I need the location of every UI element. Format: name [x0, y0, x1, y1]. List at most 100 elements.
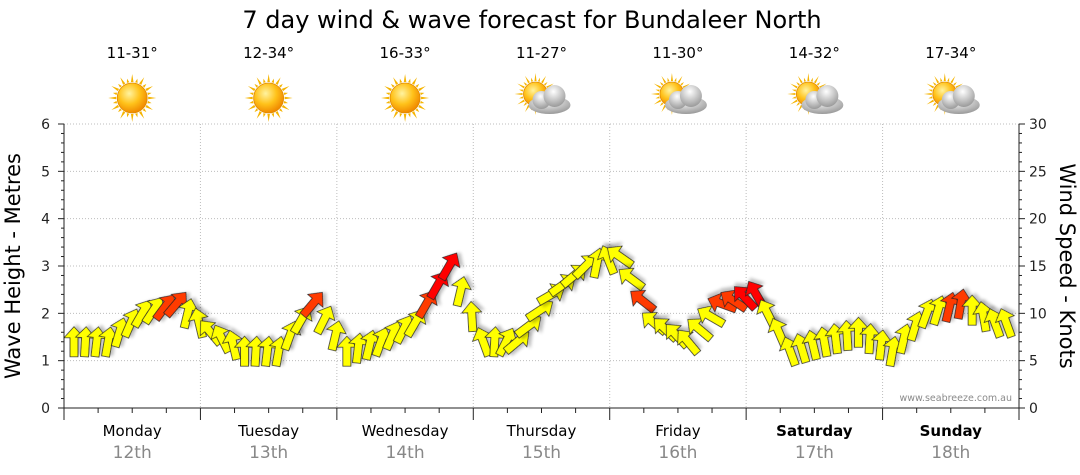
sun-ray — [514, 92, 523, 96]
left-tick-label: 2 — [41, 306, 50, 322]
wind-arrow-shape — [495, 327, 518, 358]
wind-arrow — [163, 291, 187, 319]
partly-cloudy-icon — [787, 73, 844, 115]
sun-disc — [116, 82, 148, 114]
wind-arrow-shape — [299, 291, 324, 319]
day-date-label: 17th — [795, 443, 834, 463]
wind-arrow — [221, 329, 243, 361]
wind-arrow — [313, 305, 336, 336]
sun-ray — [680, 81, 684, 86]
sun-ray — [653, 83, 662, 89]
wind-arrow — [847, 316, 870, 348]
wind-arrow — [928, 295, 950, 327]
sun-ray — [256, 111, 262, 119]
sun-ray — [142, 83, 147, 88]
sun-ray — [126, 113, 130, 118]
wind-arrows — [63, 245, 1016, 368]
sunny-icon — [381, 74, 430, 122]
sun-ray — [411, 77, 418, 85]
sun-ray — [531, 77, 534, 82]
wind-arrow-shape — [734, 286, 759, 312]
sun-ray — [537, 77, 540, 82]
sun-ray — [283, 100, 288, 104]
wind-arrow — [450, 276, 472, 308]
wind-arrow — [630, 289, 658, 314]
wind-arrow-shape — [437, 252, 461, 282]
sun-disc — [389, 82, 421, 114]
day-temperature-range: 17-34° — [925, 44, 976, 62]
wind-arrow — [359, 329, 381, 361]
sun-ray — [393, 77, 399, 85]
wind-arrow-shape — [618, 267, 646, 292]
sun-ray — [932, 102, 937, 107]
cloud-puff — [816, 85, 839, 107]
left-axis-title: Wave Height - Metres — [1, 153, 25, 379]
sun-ray — [399, 113, 403, 118]
sun-ray — [118, 83, 122, 88]
sun-ray — [667, 77, 670, 82]
wind-arrow — [994, 308, 1016, 339]
sun-ray — [385, 92, 390, 96]
day-temperature-range: 14-32° — [789, 44, 840, 62]
sun-ray — [943, 73, 946, 82]
sun-ray — [385, 100, 390, 104]
sun-ray — [145, 104, 153, 110]
sun-ray — [934, 75, 940, 84]
sun-ray — [247, 86, 256, 92]
wind-arrow — [618, 267, 646, 292]
wind-arrow-shape — [917, 298, 939, 330]
sun-ray — [254, 83, 259, 88]
credit-text: www.seabreeze.com.au — [900, 393, 1013, 404]
cloud-puff — [543, 85, 566, 107]
wind-arrow-shape — [961, 294, 983, 326]
right-tick-label: 5 — [1029, 354, 1038, 370]
sun-ray — [926, 83, 935, 89]
right-tick-label: 0 — [1029, 401, 1038, 417]
wind-arrow — [972, 301, 994, 333]
wind-arrow-shape — [687, 318, 714, 343]
sun-ray — [111, 104, 120, 110]
day-name-label: Sunday — [920, 422, 983, 440]
cloud-puff — [679, 85, 702, 107]
sun-ray — [677, 75, 683, 84]
wind-arrow — [870, 329, 893, 361]
wind-arrow-shape — [950, 288, 973, 320]
sun-ray — [950, 75, 956, 84]
sun-ray — [390, 108, 395, 113]
wind-arrow — [677, 329, 702, 357]
wind-arrow-shape — [313, 305, 336, 336]
day-temperature-range: 11-31° — [107, 44, 158, 62]
day-date-label: 14th — [386, 443, 425, 463]
sun-ray — [791, 96, 797, 99]
sun-ray — [411, 111, 418, 119]
wind-arrow-shape — [870, 329, 893, 361]
sun-ray — [519, 89, 524, 92]
day-name-label: Thursday — [506, 422, 577, 440]
right-tick-label: 15 — [1029, 259, 1047, 275]
sun-ray — [403, 74, 407, 83]
day-name-label: Wednesday — [362, 422, 449, 440]
right-tick-label: 25 — [1029, 164, 1047, 180]
wind-arrow-shape — [359, 329, 381, 361]
sun-ray — [928, 96, 933, 99]
sun-ray — [126, 78, 130, 83]
wind-arrow-shape — [221, 329, 243, 361]
right-tick-label: 30 — [1029, 117, 1047, 133]
sun-ray — [813, 75, 819, 84]
sun-ray — [407, 78, 411, 83]
sun-ray — [807, 73, 810, 82]
day-date-label: 12th — [113, 443, 152, 463]
sun-ray — [244, 96, 253, 100]
sun-ray — [247, 104, 256, 110]
sun-ray — [120, 77, 126, 85]
left-tick-label: 5 — [41, 164, 50, 180]
partly-cloudy-icon — [650, 73, 707, 115]
sun-ray — [135, 78, 138, 83]
sun-ray — [139, 111, 145, 119]
sun-ray — [111, 86, 120, 92]
sun-ray — [130, 113, 134, 122]
sun-ray — [934, 104, 940, 113]
day-name-label: Saturday — [776, 422, 853, 440]
sun-ray — [381, 96, 390, 100]
sun-ray — [148, 96, 157, 100]
